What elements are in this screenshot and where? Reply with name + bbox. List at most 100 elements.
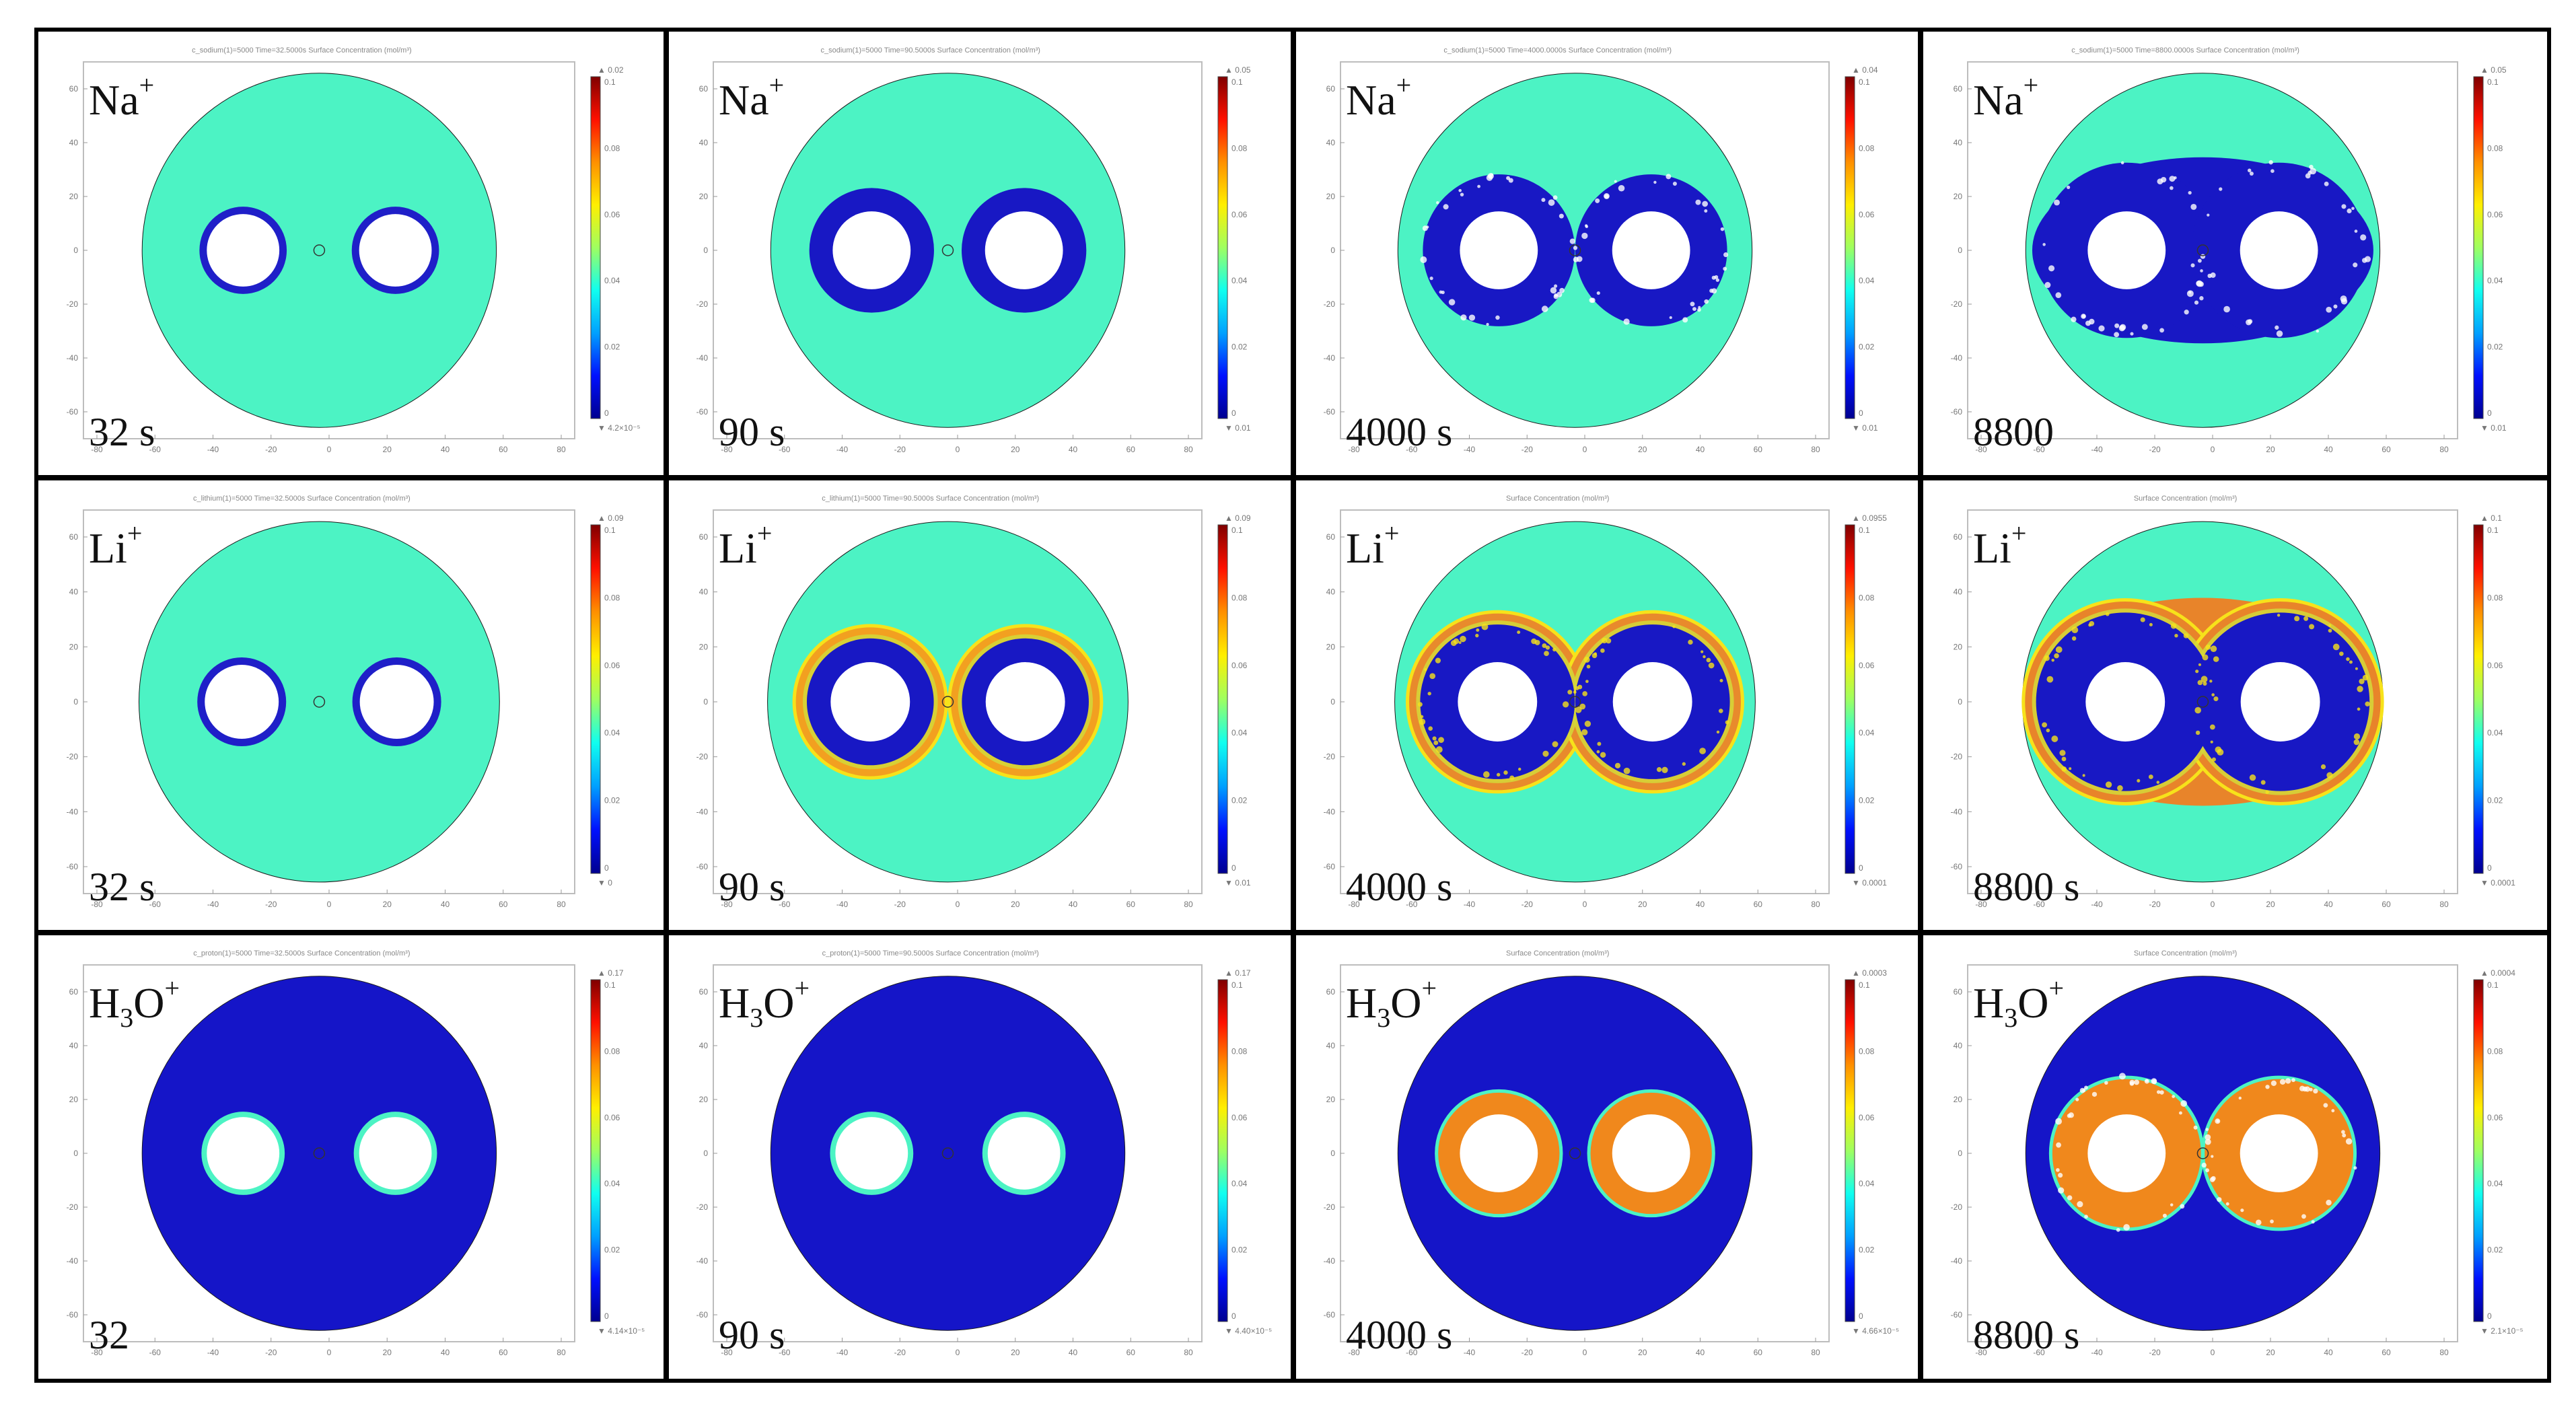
center-point: [2196, 1147, 2209, 1159]
x-tick-label: 80: [557, 900, 566, 909]
pore: [1460, 1114, 1538, 1192]
colorbar-tick-label: 0: [2487, 863, 2492, 873]
x-tick-label: 0: [1583, 445, 1587, 454]
colorbar: ▲ 0.05 ▼ 0.01 0.1 0.08 0.06 0.04 0.02 0: [1217, 65, 1251, 433]
y-tick-label: -20: [696, 752, 709, 762]
y-tick-label: -40: [1324, 353, 1336, 363]
colorbar: ▲ 0.09 ▼ 0.01 0.1 0.08 0.06 0.04 0.02 0: [1217, 513, 1251, 888]
y-tick-label: 20: [1954, 642, 1963, 651]
x-tick-label: -80: [1348, 1348, 1360, 1357]
simulation-domain: [767, 521, 1129, 883]
x-tick-label: -80: [1348, 900, 1360, 909]
time-label: 8800: [1973, 410, 2054, 454]
colorbar-tick-label: 0.02: [604, 1245, 620, 1255]
x-tick-label: 80: [1184, 1348, 1193, 1357]
y-tick-label: -20: [67, 299, 79, 309]
panel-r2-c1: c_lithium(1)=5000 Time=32.5000s Surface …: [42, 483, 661, 927]
colorbar-min: ▼ 0.01: [1852, 423, 1878, 433]
y-tick-label: -60: [1951, 1310, 1963, 1320]
x-tick-label: 80: [1811, 445, 1820, 454]
y-tick-label: 20: [1326, 192, 1336, 201]
y-tick-label: 20: [1954, 1095, 1963, 1104]
pore: [353, 1112, 437, 1195]
colorbar-tick-label: 0.04: [604, 276, 620, 285]
y-tick-label: 20: [69, 192, 79, 201]
plot-header: c_sodium(1)=5000 Time=32.5000s Surface C…: [192, 46, 412, 55]
x-tick-label: 40: [1069, 1348, 1078, 1357]
y-tick-label: 0: [1958, 246, 1962, 255]
colorbar-tick-label: 0.08: [604, 1046, 620, 1056]
x-tick-label: -80: [721, 445, 733, 454]
simulation-domain: [1397, 73, 1753, 428]
x-tick-label: 20: [1011, 1348, 1020, 1357]
colorbar-tick-label: 0: [1859, 1311, 1863, 1321]
panel-r3-c1: c_proton(1)=5000 Time=32.5000s Surface C…: [42, 938, 661, 1375]
center-point: [2196, 696, 2209, 708]
x-tick-label: 80: [2439, 900, 2449, 909]
x-tick-label: 60: [2382, 445, 2391, 454]
x-tick-label: -60: [149, 445, 162, 454]
colorbar-tick-label: 0.04: [1859, 276, 1875, 285]
x-tick-label: -20: [265, 900, 277, 909]
x-tick-label: -40: [2091, 900, 2103, 909]
y-tick-label: -60: [696, 1310, 709, 1320]
colorbar-tick-label: 0.02: [1859, 796, 1875, 805]
x-tick-label: 80: [2439, 445, 2449, 454]
y-tick-label: -20: [1951, 1202, 1963, 1212]
x-tick-label: 20: [1011, 445, 1020, 454]
y-tick-label: -60: [1324, 407, 1336, 417]
colorbar-tick-label: 0: [2487, 1311, 2492, 1321]
x-tick-label: 0: [327, 1348, 332, 1357]
plot-header: c_sodium(1)=5000 Time=90.5000s Surface C…: [820, 46, 1040, 55]
colorbar-min: ▼ 4.40×10⁻⁵: [1225, 1326, 1272, 1336]
x-tick-label: 80: [1184, 445, 1193, 454]
plot-header: Surface Concentration (mol/m³): [1506, 949, 1609, 958]
y-tick-label: -20: [67, 752, 79, 762]
x-tick-label: -80: [1348, 445, 1360, 454]
x-tick-label: 20: [1638, 900, 1647, 909]
y-tick-label: 20: [1326, 642, 1336, 651]
x-tick-label: -20: [2149, 1348, 2161, 1357]
colorbar-min: ▼ 4.66×10⁻⁵: [1852, 1326, 1899, 1336]
colorbar-tick-label: 0.08: [1231, 143, 1248, 153]
pore: [353, 209, 437, 292]
colorbar-tick-label: 0.02: [604, 342, 620, 352]
y-tick-label: -20: [1951, 752, 1963, 762]
time-label: 32 s: [89, 410, 155, 454]
x-tick-label: 40: [1069, 900, 1078, 909]
plot-header: Surface Concentration (mol/m³): [2134, 949, 2237, 958]
colorbar-tick-label: 0.02: [1859, 342, 1875, 352]
y-tick-label: -60: [1951, 862, 1963, 871]
ion-label: Na+: [1973, 70, 2038, 124]
x-tick-label: 40: [2324, 900, 2333, 909]
ion-label: H3O+: [719, 973, 810, 1033]
y-tick-label: 0: [73, 1149, 78, 1158]
x-tick-label: -20: [1522, 1348, 1534, 1357]
colorbar-min: ▼ 4.14×10⁻⁵: [598, 1326, 645, 1336]
colorbar-min: ▼ 0.0001: [1852, 878, 1887, 888]
simulation-domain: [2025, 976, 2381, 1331]
colorbar-tick-label: 0.04: [1231, 1179, 1248, 1188]
colorbar-tick-label: 0.1: [1859, 77, 1870, 87]
y-tick-label: 0: [1330, 697, 1335, 707]
colorbar-tick-label: 0.04: [1859, 1179, 1875, 1188]
colorbar-tick-label: 0: [604, 1311, 609, 1321]
plot-header: c_proton(1)=5000 Time=32.5000s Surface C…: [193, 949, 410, 958]
x-tick-label: 60: [499, 900, 508, 909]
x-tick-label: -20: [2149, 445, 2161, 454]
x-tick-label: 80: [2439, 1348, 2449, 1357]
x-tick-label: -20: [894, 900, 906, 909]
time-label: 8800 s: [1973, 865, 2079, 909]
time-label: 32: [89, 1313, 129, 1357]
y-tick-label: -40: [1951, 1256, 1963, 1266]
y-tick-label: 40: [1954, 1041, 1963, 1050]
plot-header: c_lithium(1)=5000 Time=32.5000s Surface …: [193, 495, 410, 503]
plot-header: c_proton(1)=5000 Time=90.5000s Surface C…: [822, 949, 1039, 958]
colorbar: ▲ 0.0003 ▼ 4.66×10⁻⁵ 0.1 0.08 0.06 0.04 0.02 0: [1845, 968, 1899, 1336]
y-tick-label: 60: [1326, 84, 1336, 94]
colorbar-tick-label: 0.08: [1231, 1046, 1248, 1056]
colorbar-tick-label: 0.06: [1231, 210, 1248, 219]
colorbar-tick-label: 0.04: [1231, 728, 1248, 737]
y-tick-label: -60: [696, 407, 709, 417]
y-tick-label: 60: [69, 532, 79, 542]
